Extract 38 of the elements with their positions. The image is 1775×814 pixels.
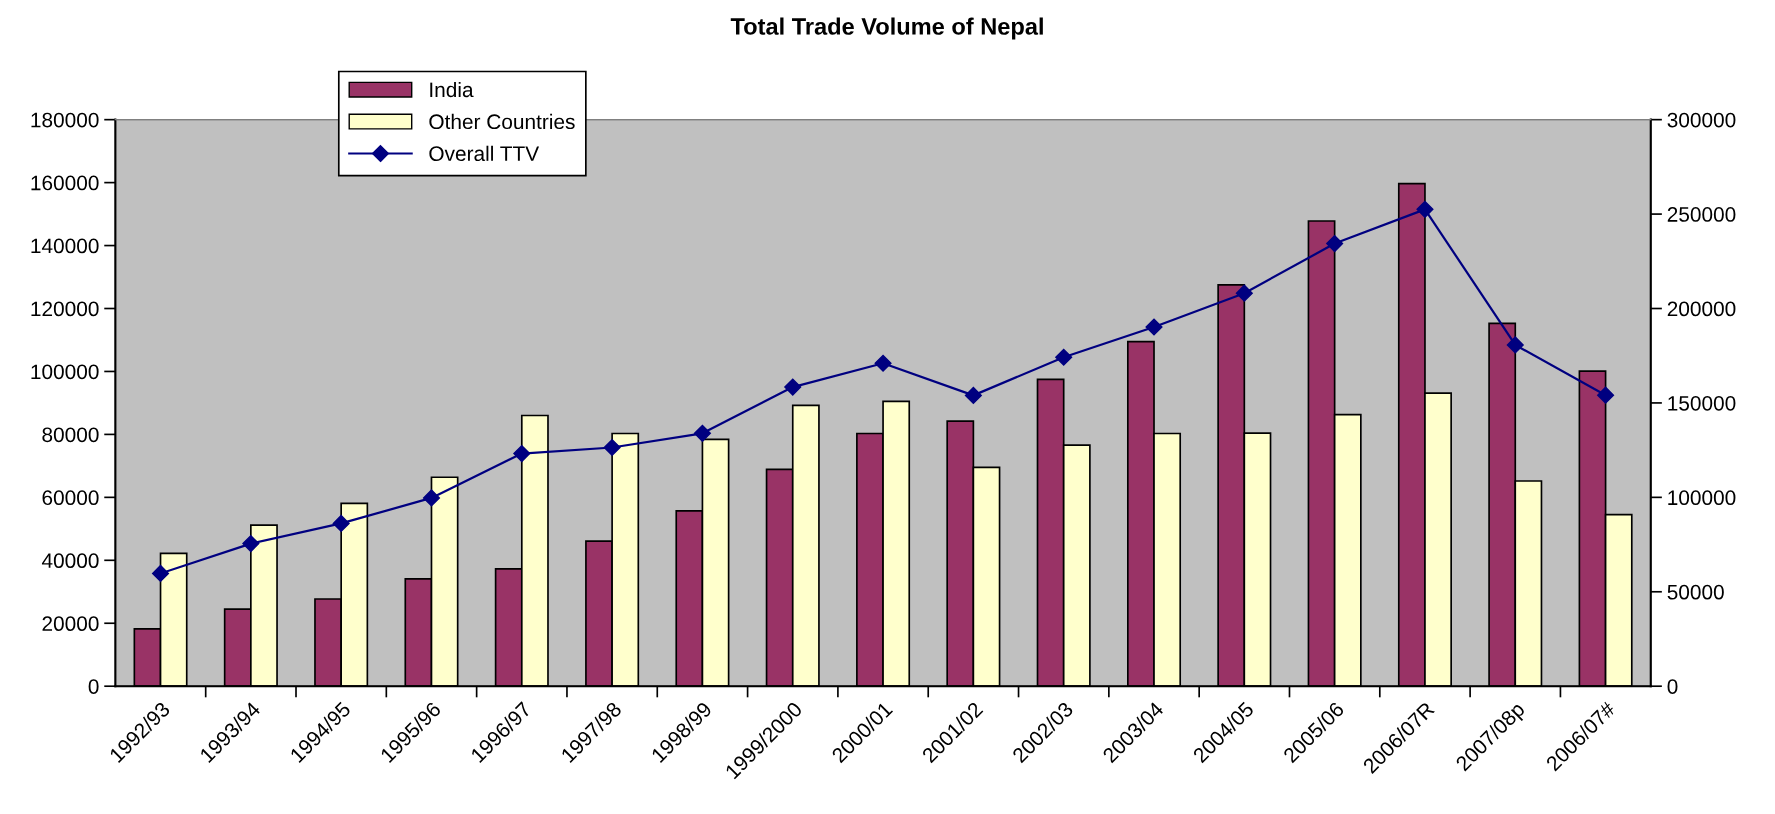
y-tick-label: 100000: [31, 364, 99, 380]
y-tick-label: 120000: [31, 301, 99, 317]
point: [332, 514, 350, 532]
point: [874, 354, 892, 372]
y2-tick-label: 250000: [1667, 207, 1736, 222]
point: [603, 438, 621, 457]
y2-tick-label: 50000: [1667, 584, 1724, 600]
legend-label: Other Countries: [429, 113, 575, 130]
y2-tick-label: 0: [1667, 679, 1678, 694]
y2-tick-label: 150000: [1668, 395, 1736, 411]
point: [693, 424, 711, 442]
point: [964, 386, 982, 404]
y-tick-label: 180000: [31, 112, 99, 128]
point: [1235, 284, 1253, 302]
point: [1055, 348, 1073, 366]
y-tick-label: 20000: [42, 616, 99, 632]
point: [513, 444, 531, 463]
point: [151, 564, 170, 583]
point: [784, 378, 802, 396]
y-tick-label: 40000: [41, 553, 99, 569]
legend-label: Overall TTV: [429, 145, 540, 162]
y-tick-label: 140000: [31, 238, 99, 254]
y2-tick-label: 100000: [1668, 490, 1736, 506]
y-tick-label: 60000: [42, 490, 99, 506]
legend-label: India: [430, 81, 474, 98]
y-tick-label: 80000: [42, 427, 99, 443]
point: [1145, 318, 1163, 336]
y-tick-label: 160000: [31, 175, 99, 191]
point: [1326, 234, 1344, 253]
point: [1506, 336, 1524, 354]
point: [422, 489, 441, 507]
point: [242, 535, 260, 553]
chart-title: Total Trade Volume of Nepal: [730, 17, 1043, 40]
y-tick-label: 0: [88, 679, 99, 694]
y2-tick-label: 200000: [1667, 301, 1736, 317]
point: [1416, 200, 1434, 218]
y2-tick-label: 300000: [1667, 112, 1736, 128]
point: [1597, 386, 1615, 404]
